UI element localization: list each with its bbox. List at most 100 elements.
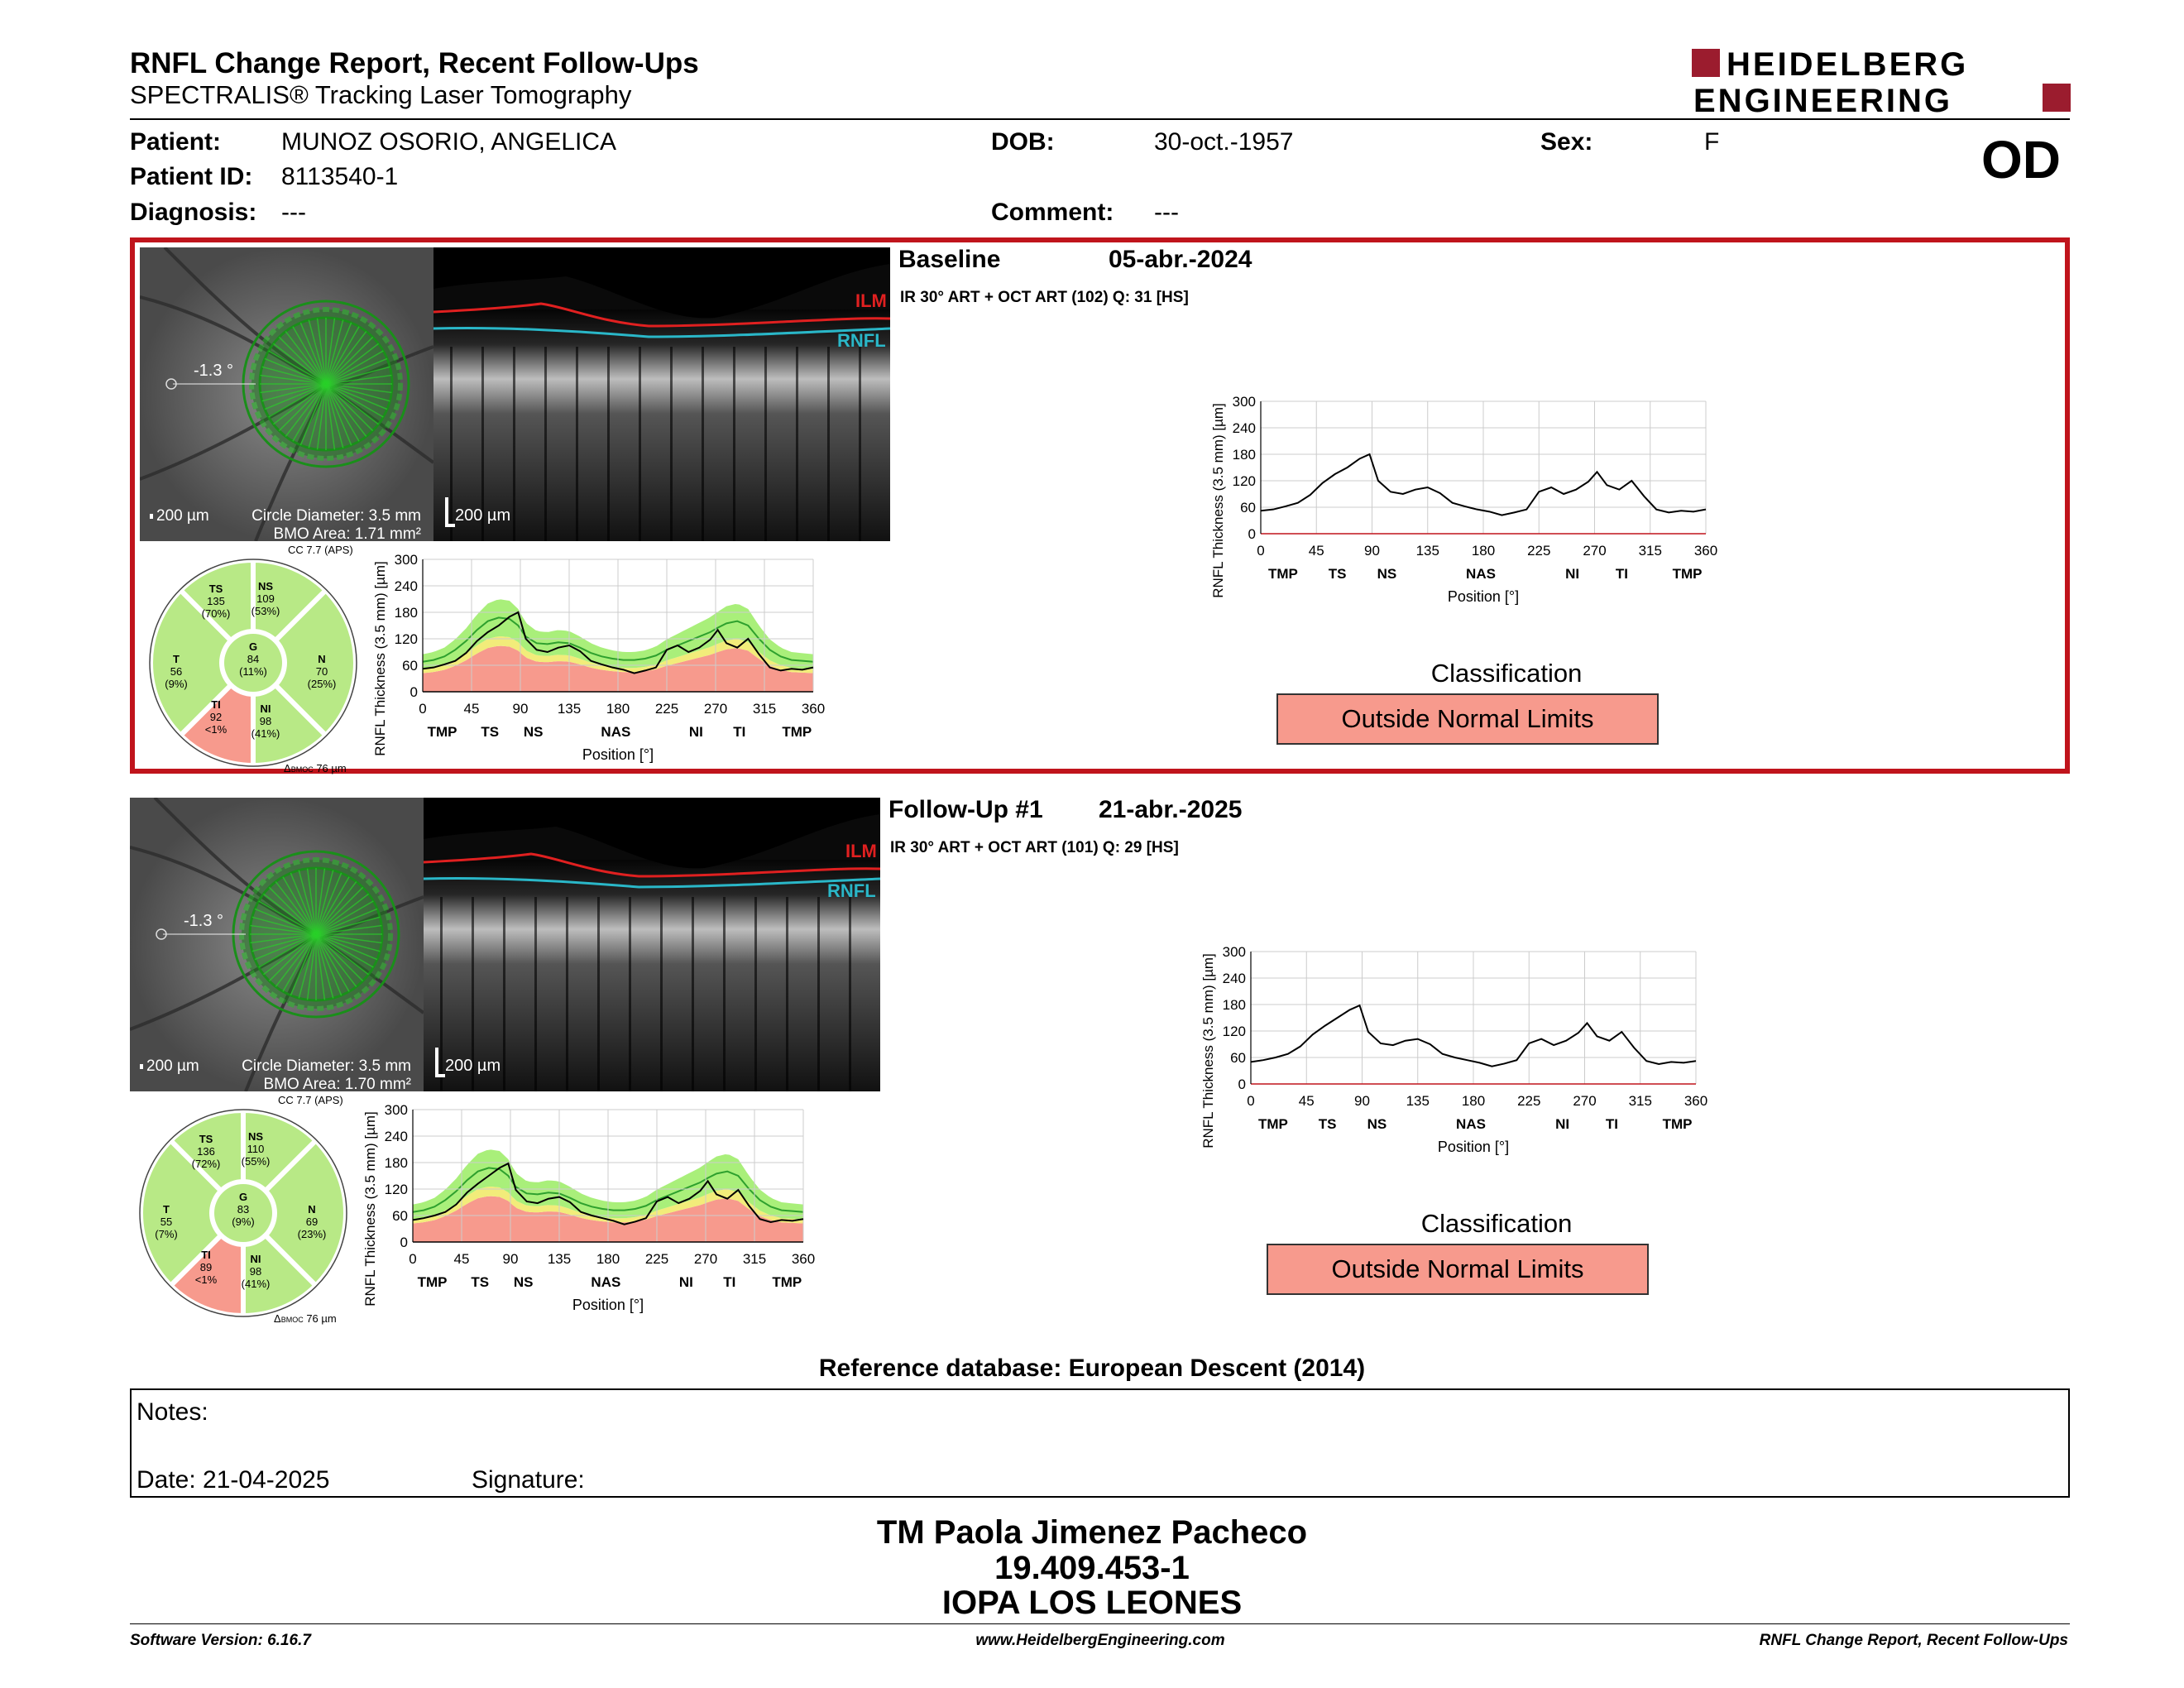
sector-axis-label: TMP — [772, 1274, 802, 1290]
sector-ns — [241, 1107, 319, 1195]
sector-ni-value: 98 — [260, 715, 271, 727]
sector-t — [138, 1137, 225, 1289]
rnfl-profile-chart: 0 60 120 180 240 300 0 45 90 135 180 225 270 315 360 TM… — [362, 1102, 815, 1313]
bmoc-sub: BMOC — [280, 1316, 304, 1324]
classification-title: Classification — [1430, 659, 1583, 688]
sex-label: Sex: — [1540, 128, 1593, 156]
signer-name: TM Paola Jimenez Pacheco — [876, 1514, 1308, 1551]
report-subtitle: SPECTRALIS® Tracking Laser Tomography — [130, 80, 632, 109]
circle-diameter: Circle Diameter: 3.5 mm — [242, 1057, 411, 1075]
rnfl-label: RNFL — [837, 330, 886, 351]
sector-ni-pct: (41%) — [251, 727, 280, 740]
ilm-label: ILM — [845, 841, 877, 861]
sector-axis-label: NI — [679, 1274, 693, 1290]
patient-id-label: Patient ID: — [130, 163, 253, 190]
y-axis-title: RNFL Thickness (3.5 mm) [µm] — [1210, 403, 1226, 598]
sector-axis-label: NS — [514, 1274, 534, 1290]
sector-ni-value: 98 — [250, 1265, 261, 1278]
sector-axis-label: NAS — [1466, 566, 1496, 582]
sector-ts-pct: (70%) — [202, 607, 231, 620]
y-axis-title: RNFL Thickness (3.5 mm) [µm] — [1200, 953, 1216, 1149]
rnfl-line — [424, 876, 880, 889]
y-tick-label: 120 — [385, 1182, 408, 1197]
oct-scale: 200 µm — [455, 506, 510, 525]
angle-label: -1.3 ° — [194, 362, 233, 380]
logo-line2: ENGINEERING — [1693, 83, 1952, 115]
sector-ts-value: 135 — [207, 595, 225, 607]
oct-bscan: ILM RNFL 200 µm — [424, 798, 880, 1091]
sector-ts — [167, 1107, 246, 1195]
sector-axis-label: TS — [481, 724, 499, 740]
y-tick-label: 300 — [1223, 944, 1246, 960]
y-tick-label: 240 — [385, 1129, 408, 1144]
sector-ns-value: 110 — [247, 1143, 265, 1155]
notes-box[interactable] — [130, 1388, 2070, 1498]
ilm-line — [424, 852, 880, 878]
circle-diameter: Circle Diameter: 3.5 mm — [251, 507, 421, 525]
sector-ti-name: TI — [201, 1249, 211, 1261]
dob-label: DOB: — [991, 128, 1055, 156]
comment-label: Comment: — [991, 199, 1114, 226]
software-version: Software Version: 6.16.7 — [130, 1632, 311, 1649]
sector-ti — [177, 681, 256, 769]
rnfl-thickness-line — [1250, 1004, 1697, 1067]
sector-g-name: G — [239, 1191, 247, 1203]
x-tick-label: 270 — [704, 701, 727, 717]
signer-org: IOPA LOS LEONES — [941, 1585, 1243, 1621]
x-tick-label: 225 — [1517, 1093, 1540, 1109]
sector-ti-name: TI — [211, 698, 221, 711]
sector-n — [271, 587, 358, 739]
x-axis-title: Position [°] — [1438, 1139, 1509, 1155]
y-tick-label: 60 — [1230, 1050, 1246, 1066]
sector-axis-label: NAS — [591, 1274, 620, 1290]
fundus-scale: 200 µm — [146, 1057, 199, 1075]
classification-result: Outside Normal Limits — [1276, 693, 1659, 745]
sector-axis-label: TMP — [782, 724, 812, 740]
oct-scale: 200 µm — [445, 1057, 500, 1075]
x-tick-label: 0 — [1257, 543, 1264, 559]
sector-ns-value: 109 — [256, 592, 275, 605]
x-tick-label: 180 — [606, 701, 630, 717]
sector-ns-pct: (53%) — [251, 605, 280, 617]
bmoc-value: 76 µm — [316, 762, 347, 774]
sector-ni-pct: (41%) — [242, 1278, 271, 1290]
x-tick-label: 45 — [464, 701, 480, 717]
sector-ni — [251, 681, 329, 769]
exam-title: Baseline — [898, 246, 1001, 273]
rnfl-profile-chart: 0 60 120 180 240 300 0 45 90 135 180 225 270 315 360 TM… — [372, 552, 825, 763]
signer-id: 19.409.453-1 — [994, 1550, 1190, 1586]
scan-info: IR 30° ART + OCT ART (102) Q: 31 [HS] — [900, 289, 1189, 306]
sector-ns-name: NS — [258, 580, 273, 592]
y-tick-label: 0 — [400, 1235, 408, 1250]
sector-axis-label: NAS — [601, 724, 630, 740]
y-tick-label: 0 — [1248, 526, 1256, 542]
sector-ni-name: NI — [261, 703, 271, 715]
followup-panel: -1.3 ° 200 µm Circle Diameter: 3.5 mm BMO A… — [130, 793, 2070, 1329]
y-tick-label: 300 — [395, 552, 418, 568]
sector-ts-pct: (72%) — [192, 1158, 221, 1170]
x-tick-label: 225 — [645, 1251, 668, 1267]
rnfl-change-chart: 0 60 120 180 240 300 0 45 90 135 180 225 270 315 360 TM… — [1200, 944, 1707, 1155]
sector-axis-label: NAS — [1456, 1116, 1486, 1132]
exam-date: 21-abr.-2025 — [1099, 796, 1243, 823]
x-tick-label: 90 — [503, 1251, 519, 1267]
sector-n-name: N — [318, 653, 325, 665]
sector-ti — [167, 1231, 246, 1319]
report-title: RNFL Change Report, Recent Follow-Ups — [130, 47, 699, 79]
sector-g — [214, 1184, 272, 1242]
sector-ts — [177, 557, 256, 645]
patient-id: 8113540-1 — [281, 163, 399, 190]
x-axis-title: Position [°] — [572, 1297, 644, 1313]
y-tick-label: 60 — [1240, 500, 1256, 516]
sector-n-name: N — [308, 1203, 315, 1216]
sector-g-name: G — [249, 640, 257, 653]
rnfl-thickness-line — [422, 611, 814, 674]
sector-axis-label: NS — [1377, 566, 1397, 582]
y-tick-label: 180 — [385, 1155, 408, 1171]
x-tick-label: 90 — [1354, 1093, 1370, 1109]
header-divider — [130, 118, 2070, 120]
dob-value: 30-oct.-1957 — [1154, 128, 1294, 156]
classification-title: Classification — [1420, 1209, 1573, 1238]
